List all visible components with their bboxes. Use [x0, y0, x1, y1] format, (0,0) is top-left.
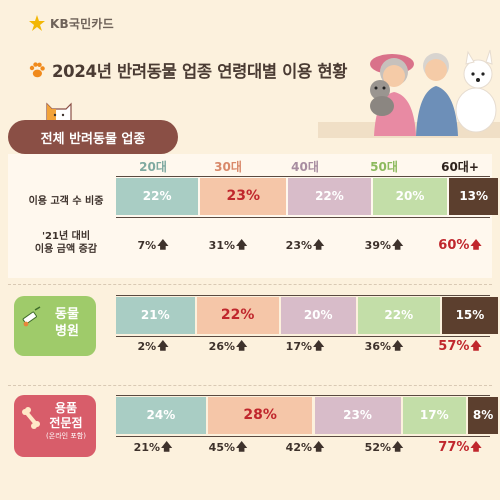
bone-toy-icon [22, 407, 40, 429]
stacked-bar [116, 395, 490, 437]
age-column-header: 20대 [139, 160, 167, 174]
change-value: 77% [438, 440, 470, 455]
change-value: 17% [285, 340, 313, 353]
up-arrow-icon: 🡅 [470, 339, 482, 352]
cat-icon [46, 102, 72, 123]
bar-segment: 13% [449, 177, 498, 215]
brand-name: KB국민카드 [50, 16, 114, 31]
supplies-label-line1: 용품 [54, 401, 78, 415]
change-label: 39% 🡅 [349, 236, 419, 255]
page-title-row: 2024년 반려동물 업종 연령대별 이용 현황 [28, 58, 347, 82]
age-column-header: 30대 [214, 160, 242, 174]
brand-logo: KB국민카드 [28, 12, 114, 34]
up-arrow-icon: 🡅 [157, 339, 169, 352]
change-value: 31% [208, 239, 236, 252]
change-label: 23% 🡅 [270, 236, 340, 255]
change-label: 42% 🡅 [270, 438, 340, 457]
supplies-label-sub: (온라인 포함) [46, 432, 86, 440]
hospital-label-line2: 병원 [55, 324, 79, 339]
section-tab-all-pet: 전체 반려동물 업종 [8, 120, 178, 154]
age-column-header: 60대+ [441, 160, 479, 174]
bar-segment: 22% [196, 296, 279, 334]
page-title: 2024년 반려동물 업종 연령대별 이용 현황 [52, 62, 348, 81]
up-arrow-icon: 🡅 [236, 339, 248, 352]
up-arrow-icon: 🡅 [161, 440, 173, 453]
change-value: 45% [208, 441, 236, 454]
change-label: 60% 🡅 [425, 236, 495, 255]
section-divider-2 [8, 385, 492, 387]
change-value: 7% [137, 239, 157, 252]
change-label: 45% 🡅 [193, 438, 263, 457]
up-arrow-icon: 🡅 [313, 238, 325, 251]
supplies-label-line2: 전문점 [49, 416, 83, 430]
change-label: 2% 🡅 [118, 337, 188, 356]
row-label-share: 이용 고객 수 비중 [28, 196, 104, 207]
change-value: 36% [364, 340, 392, 353]
up-arrow-icon: 🡅 [313, 339, 325, 352]
up-arrow-icon: 🡅 [392, 440, 404, 453]
change-value: 2% [137, 340, 157, 353]
kb-star-icon [29, 15, 45, 31]
change-label: 36% 🡅 [349, 337, 419, 356]
syringe-paw-icon [22, 306, 41, 327]
change-value: 57% [438, 339, 470, 354]
bar-segment: 17% [402, 396, 467, 434]
change-value: 52% [364, 441, 392, 454]
bar-segment: 22% [357, 296, 440, 334]
supplies-badge: 용품 전문점 (온라인 포함) [14, 395, 96, 457]
change-label: 21% 🡅 [118, 438, 188, 457]
up-arrow-icon: 🡅 [313, 440, 325, 453]
hospital-label-line1: 동물 [55, 307, 79, 322]
bar-segment: 20% [372, 177, 448, 215]
seniors-with-dogs-illustration [318, 49, 500, 138]
change-label: 77% 🡅 [425, 438, 495, 457]
overall-panel [8, 154, 492, 278]
up-arrow-icon: 🡅 [392, 238, 404, 251]
age-column-header: 50대 [370, 160, 398, 174]
change-value: 23% [285, 239, 313, 252]
change-label: 17% 🡅 [270, 337, 340, 356]
up-arrow-icon: 🡅 [236, 440, 248, 453]
bar-segment: 22% [116, 177, 199, 215]
up-arrow-icon: 🡅 [236, 238, 248, 251]
change-value: 42% [285, 441, 313, 454]
row-label-change-line2: 이용 금액 증감 [34, 244, 98, 255]
change-value: 39% [364, 239, 392, 252]
change-label: 7% 🡅 [118, 236, 188, 255]
bar-segment: 21% [116, 296, 195, 334]
row-label-change: '21년 대비 이용 금액 증감 [14, 230, 118, 256]
up-arrow-icon: 🡅 [157, 238, 169, 251]
age-column-header: 40대 [291, 160, 319, 174]
change-label: 57% 🡅 [425, 337, 495, 356]
bar-segment: 15% [441, 296, 498, 334]
change-label: 26% 🡅 [193, 337, 263, 356]
up-arrow-icon: 🡅 [392, 339, 404, 352]
hospital-badge: 동물 병원 [14, 296, 96, 356]
up-arrow-icon: 🡅 [470, 238, 482, 251]
change-value: 21% [133, 441, 161, 454]
stacked-bar [116, 295, 490, 337]
row-label-change-line1: '21년 대비 [41, 231, 91, 242]
change-label: 52% 🡅 [349, 438, 419, 457]
bar-segment: 22% [288, 177, 371, 215]
change-label: 31% 🡅 [193, 236, 263, 255]
bar-segment: 8% [468, 396, 498, 434]
section-divider-1 [8, 284, 492, 286]
bar-segment: 23% [314, 396, 401, 434]
paw-icon [29, 62, 45, 78]
stacked-bar [116, 176, 490, 218]
bar-segment: 24% [116, 396, 206, 434]
bar-segment: 20% [280, 296, 356, 334]
bar-segment: 28% [207, 396, 313, 434]
up-arrow-icon: 🡅 [470, 440, 482, 453]
change-value: 26% [208, 340, 236, 353]
change-value: 60% [438, 238, 470, 253]
bar-segment: 23% [200, 177, 287, 215]
